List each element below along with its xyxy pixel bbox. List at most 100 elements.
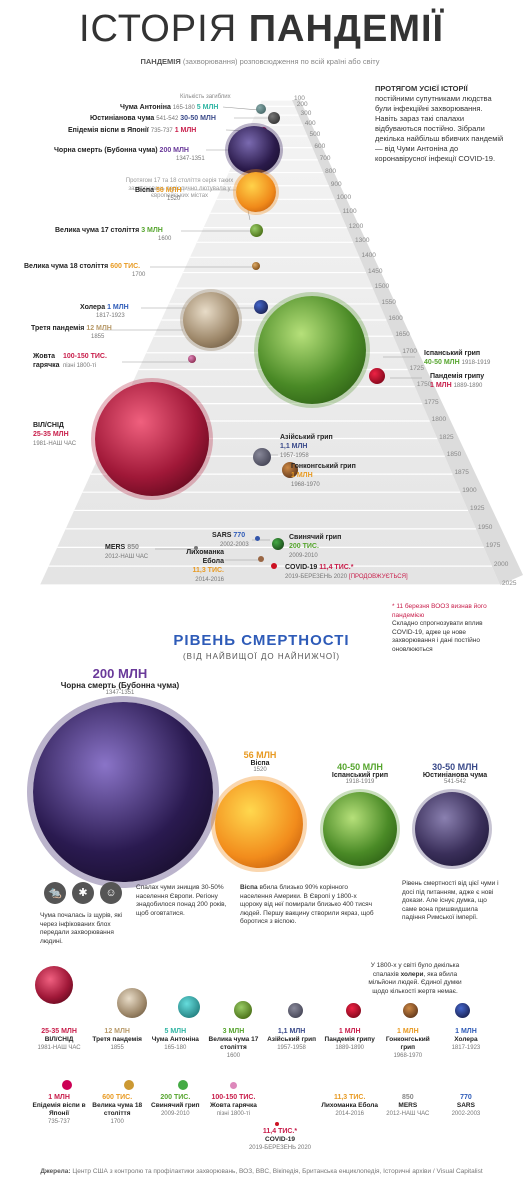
spanish-flu-large-virus-icon — [323, 792, 397, 866]
label-smallpox: Віспа 56 МЛН 1520 — [135, 187, 182, 202]
timeline-tick-label: 1850 — [446, 451, 462, 459]
timeline-tick-label: 1925 — [470, 505, 485, 513]
label-plague18: Велика чума 18 століття 600 ТИС. 1700 — [24, 263, 146, 278]
timeline-tick-label: 1825 — [439, 433, 454, 441]
ranking-name: Пандемія грипу — [324, 1036, 375, 1043]
timeline-tick-label: 1600 — [388, 314, 403, 322]
flu-small-virus-icon — [346, 1003, 361, 1018]
timeline-tick-label: 1500 — [374, 283, 390, 291]
transmission-icons: 🐀 ✱ ☺ — [44, 882, 124, 906]
timeline-tick-label: 1700 — [402, 347, 417, 355]
smallpox-virus-icon — [236, 172, 276, 212]
ranking-deaths: 200 ТИС. — [160, 1094, 191, 1101]
timeline-tick-label: 1750 — [416, 381, 432, 389]
yellow-fever-virus-icon — [188, 355, 196, 363]
covid-footnote: * 11 березня ВООЗ визнав його пандемією … — [392, 603, 487, 653]
ranking-name: SARS — [456, 1102, 475, 1109]
note-black-death: Спалах чуми знищив 30-50% населення Євро… — [136, 884, 227, 917]
label-black-death: Чорна смерть (Бубонна чума) 200 МЛН 1347… — [54, 147, 205, 162]
plague18-virus-icon — [252, 262, 260, 270]
timeline-tick-label: 1975 — [485, 542, 501, 550]
ranking-name: MERS — [398, 1102, 418, 1109]
ranking-name: Лихоманка Ебола — [321, 1102, 379, 1109]
label-yellow-fever: Жовта гарячка 100-150 ТИС. пізні 1800-ті — [33, 353, 107, 369]
ranking-item: 1 МЛН Холера 1817-1923 — [437, 1028, 495, 1052]
hk-flu-virus-icon — [282, 462, 298, 478]
swine-flu-virus-icon — [272, 538, 284, 550]
label-mers: MERS 850 2012-НАШ ЧАС — [105, 544, 149, 560]
hiv-small-virus-icon — [35, 966, 73, 1004]
covid-small-virus-icon — [275, 1122, 279, 1126]
timeline-tick-label: 1650 — [395, 331, 410, 339]
asian-small-virus-icon — [288, 1003, 303, 1018]
ranking-deaths: 1 МЛН — [455, 1028, 477, 1035]
ranking-years: 1957-1958 — [277, 1045, 306, 1051]
ranking-years: 2002-2003 — [451, 1111, 481, 1117]
spanish-flu-virus-icon — [258, 296, 366, 404]
label-ebola: Лихоманка Ебола 11,3 ТИС. 2014-2016 — [186, 549, 224, 583]
label-justinian: Юстиніанова чума 541-542 30-50 МЛН — [90, 115, 216, 122]
timeline-tick-label: 1800 — [431, 415, 447, 423]
ranking-name: Жовта гарячка — [209, 1102, 257, 1109]
ranking-years: 1968-1970 — [393, 1053, 423, 1059]
ranking-item: 12 МЛН Третя пандемія 1855 — [88, 1028, 146, 1052]
label-japan: Епідемія віспи в Японії 735-737 1 МЛН — [68, 127, 197, 134]
ranking-item: 200 ТИС. Свинячий грип 2009-2010 — [146, 1094, 204, 1118]
plague-note: Протягом 17 та 18 століття серія таких з… — [125, 178, 234, 199]
mortality-title: РІВЕНЬ СМЕРТНОСТІ — [173, 632, 350, 649]
label-covid: COVID-19 11,4 ТИС.* 2019-БЕРЕЗЕНЬ 2020 [… — [285, 564, 408, 580]
third-pandemic-virus-icon — [183, 292, 239, 348]
mortality-subtitle: (ВІД НАЙВИЩОЇ ДО НАЙНИЖЧОЇ) — [182, 652, 341, 661]
ranking-item: 1 МЛН Гонконгський грип 1968-1970 — [379, 1028, 437, 1060]
ranking-row-2-labels: 1 МЛН Епідемія віспи в Японії 735-737 600 Т… — [30, 1094, 495, 1134]
ranking-years: 735-737 — [48, 1119, 71, 1125]
timeline-tick-label: 1100 — [342, 208, 357, 216]
label-hk-flu: Гонконгський грип 1 МЛН 1968-1970 — [291, 463, 356, 488]
ranking-deaths: 12 МЛН — [104, 1028, 130, 1035]
timeline-tick-label: 1450 — [368, 267, 383, 275]
ranking-item: 1 МЛН Епідемія віспи в Японії 735-737 — [30, 1094, 88, 1126]
ranking-years: 2009-2010 — [160, 1111, 190, 1117]
subtitle: ПАНДЕМІЯ (захворювання) розповсюдження п… — [140, 57, 380, 66]
ranking-deaths: 1 МЛН — [48, 1094, 70, 1101]
ranking-row-2 — [30, 1078, 495, 1098]
ranking-item: 850 MERS 2012-НАШ ЧАС — [379, 1094, 437, 1118]
antonine-virus-icon — [256, 104, 266, 114]
ranking-deaths: 100-150 ТИС. — [211, 1094, 256, 1101]
label-third-pandemic: Третя пандемія 12 МЛН 1855 — [31, 325, 112, 340]
rank-smallpox: 56 МЛН Віспа 1520 — [243, 750, 277, 773]
intro-text: ПРОТЯГОМ УСІЄЇ ІСТОРІЇ постійними супутн… — [375, 84, 504, 163]
ranking-deaths: 1,1 МЛН — [277, 1028, 306, 1035]
label-swine-flu: Свинячий грип 200 ТИС. 2009-2010 — [289, 534, 342, 559]
timeline-tick-label: 1875 — [454, 469, 469, 477]
timeline-tick-label: 2000 — [493, 561, 509, 569]
rank-spanish-flu: 40-50 МЛН Іспанський грип 1918-1919 — [331, 762, 389, 785]
cholera-small-virus-icon — [455, 1003, 470, 1018]
japan-small-virus-icon — [62, 1080, 72, 1090]
ranking-deaths: 600 ТИС. — [102, 1094, 133, 1101]
ranking-item: 100-150 ТИС. Жовта гарячка пізні 1800-ті — [204, 1094, 262, 1118]
timeline-tick-label: 500 — [309, 131, 321, 139]
ranking-row-1 — [30, 966, 495, 1056]
flea-icon: ✱ — [72, 882, 94, 904]
ranking-item: 25-35 МЛН ВІЛ/СНІД 1981-НАШ ЧАС — [30, 1028, 88, 1052]
ranking-years: 1889-1890 — [335, 1045, 365, 1051]
label-asian-flu: Азійський грип 1,1 МЛН 1957-1958 — [280, 434, 333, 459]
justinian-large-virus-icon — [415, 792, 489, 866]
timeline-tick-label: 2025 — [502, 580, 517, 587]
label-sars: SARS 770 2002-2003 — [212, 532, 249, 548]
ranking-name: Гонконгський грип — [385, 1036, 430, 1051]
ranking-item: 3 МЛН Велика чума 17 століття 1600 — [204, 1028, 262, 1060]
cholera-virus-icon — [254, 300, 268, 314]
label-plague17: Велика чума 17 століття 3 МЛН 1600 — [55, 227, 172, 242]
ranking-name: Велика чума 18 століття — [92, 1102, 143, 1117]
flu-pandemic-virus-icon — [369, 368, 385, 384]
timeline-tick-label: 1400 — [361, 252, 376, 260]
note-rats: Чума почалась із щурів, які через інфіко… — [40, 912, 123, 945]
timeline-tick-label: 1900 — [462, 487, 477, 495]
note-justinian: Рівень смертності від цієї чуми і досі п… — [402, 880, 499, 921]
yellow-small-virus-icon — [230, 1082, 237, 1089]
ranking-years: 1855 — [110, 1045, 124, 1051]
timeline-tick-label: 1000 — [336, 194, 352, 202]
ranking-deaths: 3 МЛН — [222, 1028, 245, 1035]
